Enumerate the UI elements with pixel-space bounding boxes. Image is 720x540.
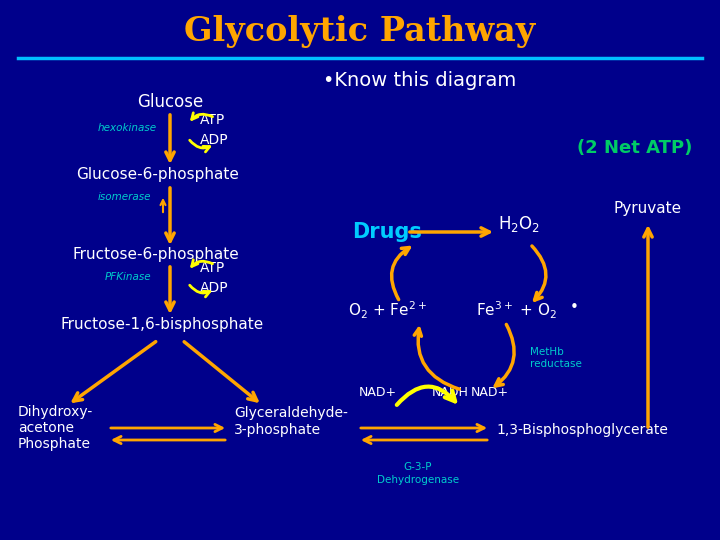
Text: NAD+: NAD+ <box>359 387 397 400</box>
Text: •Know this diagram: •Know this diagram <box>323 71 517 90</box>
Text: Glyceraldehyde-: Glyceraldehyde- <box>234 406 348 420</box>
Text: 3-phosphate: 3-phosphate <box>234 423 321 437</box>
Text: Glucose-6-phosphate: Glucose-6-phosphate <box>76 167 239 183</box>
Text: Glycolytic Pathway: Glycolytic Pathway <box>184 16 536 49</box>
Text: Drugs: Drugs <box>352 222 422 242</box>
Text: MetHb: MetHb <box>530 347 564 357</box>
Text: hexokinase: hexokinase <box>98 123 157 133</box>
Text: Pyruvate: Pyruvate <box>614 200 682 215</box>
Text: Fe$^{3+}$ + O$_2$: Fe$^{3+}$ + O$_2$ <box>476 299 557 321</box>
Text: NADH: NADH <box>431 387 469 400</box>
Text: Dehydrogenase: Dehydrogenase <box>377 475 459 485</box>
Text: isomerase: isomerase <box>98 192 151 202</box>
Text: (2 Net ATP): (2 Net ATP) <box>577 139 693 157</box>
Text: ATP: ATP <box>200 113 225 127</box>
Text: G-3-P: G-3-P <box>404 462 432 472</box>
Text: •: • <box>570 300 579 315</box>
Text: Glucose: Glucose <box>137 93 203 111</box>
Text: Fructose-1,6-bisphosphate: Fructose-1,6-bisphosphate <box>60 318 264 333</box>
Text: Phosphate: Phosphate <box>18 437 91 451</box>
Text: ATP: ATP <box>200 261 225 275</box>
Text: Fructose-6-phosphate: Fructose-6-phosphate <box>73 247 240 262</box>
Text: NAD+: NAD+ <box>471 387 509 400</box>
Text: ADP: ADP <box>200 133 229 147</box>
Text: acetone: acetone <box>18 421 74 435</box>
Text: Dihydroxy-: Dihydroxy- <box>18 405 94 419</box>
Text: H$_2$O$_2$: H$_2$O$_2$ <box>498 214 540 234</box>
Text: PFKinase: PFKinase <box>105 272 152 282</box>
Text: reductase: reductase <box>530 359 582 369</box>
Text: O$_2$ + Fe$^{2+}$: O$_2$ + Fe$^{2+}$ <box>348 299 427 321</box>
Text: 1,3-Bisphosphoglycerate: 1,3-Bisphosphoglycerate <box>496 423 668 437</box>
Text: ADP: ADP <box>200 281 229 295</box>
